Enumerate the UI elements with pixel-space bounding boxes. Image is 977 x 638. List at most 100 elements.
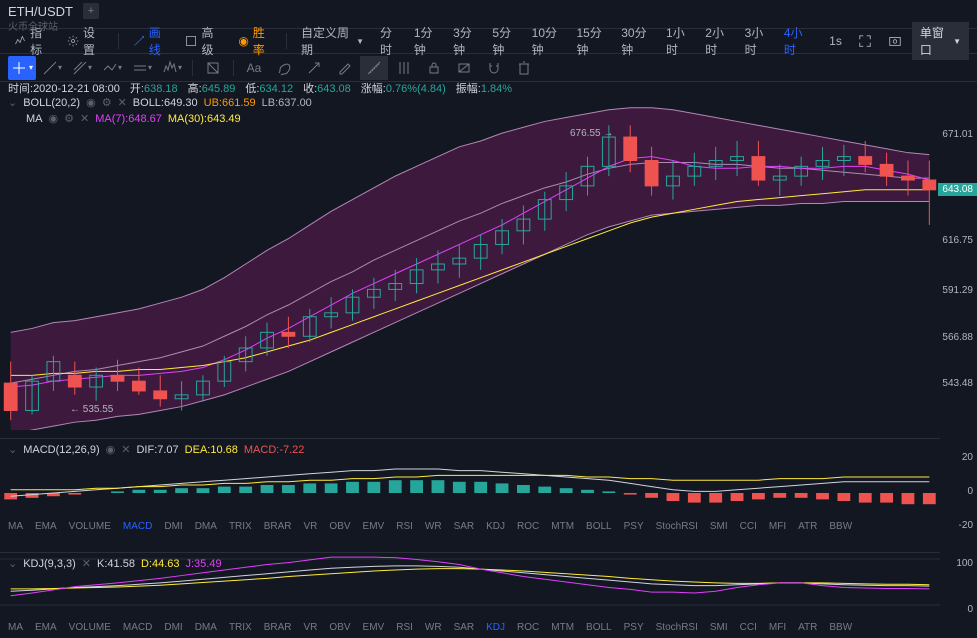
indtab-BOLL[interactable]: BOLL	[586, 521, 612, 532]
indtab-VOLUME[interactable]: VOLUME	[69, 521, 111, 532]
kdj-chart[interactable]: ⌄ KDJ(9,3,3) ✕ K:41.58 D:44.63 J:35.49	[0, 552, 940, 620]
eye-icon[interactable]: ◉	[106, 443, 116, 456]
indtab-KDJ[interactable]: KDJ	[486, 622, 505, 633]
close-icon[interactable]: ✕	[121, 443, 130, 456]
indtab-CCI[interactable]: CCI	[740, 521, 757, 532]
timeframe-3分钟[interactable]: 3分钟	[447, 22, 484, 60]
indtab-SAR[interactable]: SAR	[454, 521, 475, 532]
close-icon[interactable]: ✕	[80, 112, 89, 125]
hline-tool[interactable]: ▾	[128, 56, 156, 80]
indtab-MFI[interactable]: MFI	[769, 622, 786, 633]
timeframe-10分钟[interactable]: 10分钟	[526, 22, 569, 60]
indtab-WR[interactable]: WR	[425, 521, 442, 532]
indtab-PSY[interactable]: PSY	[624, 521, 644, 532]
settings-button[interactable]: 设置	[61, 22, 110, 60]
indtab-BRAR[interactable]: BRAR	[264, 521, 292, 532]
brush-tool[interactable]	[270, 56, 298, 80]
advanced-button[interactable]: 高级	[179, 22, 228, 60]
indtab-SMI[interactable]: SMI	[710, 622, 728, 633]
timeframe-2小时[interactable]: 2小时	[699, 22, 736, 60]
indtab-StochRSI[interactable]: StochRSI	[656, 521, 698, 532]
indtab-SAR[interactable]: SAR	[454, 622, 475, 633]
wave-tool[interactable]: ▾	[158, 56, 186, 80]
indtab-DMA[interactable]: DMA	[195, 521, 217, 532]
pair-symbol[interactable]: ETH/USDT	[8, 4, 73, 19]
delete-tool[interactable]	[510, 56, 538, 80]
indtab-MTM[interactable]: MTM	[551, 622, 574, 633]
polyline-tool[interactable]: ▾	[98, 56, 126, 80]
timeframe-30分钟[interactable]: 30分钟	[615, 22, 658, 60]
indtab-BOLL[interactable]: BOLL	[586, 622, 612, 633]
measure-tool[interactable]	[360, 56, 388, 80]
indtab-SMI[interactable]: SMI	[710, 521, 728, 532]
indtab-ROC[interactable]: ROC	[517, 521, 539, 532]
indtab-DMI[interactable]: DMI	[164, 521, 182, 532]
indtab-MACD[interactable]: MACD	[123, 521, 152, 532]
close-icon[interactable]: ✕	[118, 96, 127, 109]
main-chart[interactable]	[0, 98, 940, 430]
indtab-MTM[interactable]: MTM	[551, 521, 574, 532]
indtab-OBV[interactable]: OBV	[329, 622, 350, 633]
indtab-VOLUME[interactable]: VOLUME	[69, 622, 111, 633]
indtab-KDJ[interactable]: KDJ	[486, 521, 505, 532]
scale-tool[interactable]	[390, 56, 418, 80]
add-pair-button[interactable]: +	[83, 3, 99, 19]
indtab-TRIX[interactable]: TRIX	[229, 622, 252, 633]
one-second-button[interactable]: 1s	[823, 32, 848, 50]
hide-tool[interactable]	[450, 56, 478, 80]
indtab-MACD[interactable]: MACD	[123, 622, 152, 633]
settings-icon[interactable]: ⚙	[102, 96, 112, 109]
indtab-DMI[interactable]: DMI	[164, 622, 182, 633]
collapse-icon[interactable]: ⌄	[8, 557, 17, 570]
winrate-button[interactable]: ◉胜率	[232, 22, 278, 60]
timeframe-分时[interactable]: 分时	[374, 22, 406, 60]
indtab-CCI[interactable]: CCI	[740, 622, 757, 633]
indtab-StochRSI[interactable]: StochRSI	[656, 622, 698, 633]
indtab-EMA[interactable]: EMA	[35, 521, 57, 532]
indtab-TRIX[interactable]: TRIX	[229, 521, 252, 532]
eraser-tool[interactable]	[330, 56, 358, 80]
collapse-icon[interactable]: ⌄	[8, 443, 17, 456]
indtab-ROC[interactable]: ROC	[517, 622, 539, 633]
fullscreen-icon[interactable]	[852, 32, 878, 50]
indtab-MFI[interactable]: MFI	[769, 521, 786, 532]
indtab-WR[interactable]: WR	[425, 622, 442, 633]
indtab-EMV[interactable]: EMV	[363, 622, 385, 633]
eye-icon[interactable]: ◉	[49, 112, 59, 125]
indicator-tabs-macd[interactable]: MAEMAVOLUMEMACDDMIDMATRIXBRARVROBVEMVRSI…	[8, 521, 852, 532]
timeframe-1分钟[interactable]: 1分钟	[408, 22, 445, 60]
drawline-button[interactable]: 画线	[127, 22, 176, 60]
timeframe-4小时[interactable]: 4小时	[778, 22, 815, 60]
trendline-tool[interactable]: ▾	[38, 56, 66, 80]
timeframe-1小时[interactable]: 1小时	[660, 22, 697, 60]
indtab-ATR[interactable]: ATR	[798, 622, 817, 633]
macd-chart[interactable]: ⌄ MACD(12,26,9) ◉ ✕ DIF:7.07 DEA:10.68 M…	[0, 438, 940, 534]
close-icon[interactable]: ✕	[82, 557, 91, 570]
indtab-PSY[interactable]: PSY	[624, 622, 644, 633]
ray-tool[interactable]: ▾	[68, 56, 96, 80]
arrow-tool[interactable]	[300, 56, 328, 80]
lock-tool[interactable]	[420, 56, 448, 80]
indtab-OBV[interactable]: OBV	[329, 521, 350, 532]
custom-period-dropdown[interactable]: 自定义周期 ▼	[295, 22, 370, 60]
indicator-tabs-kdj[interactable]: MAEMAVOLUMEMACDDMIDMATRIXBRARVROBVEMVRSI…	[8, 622, 852, 633]
indtab-BBW[interactable]: BBW	[829, 622, 852, 633]
timeframe-5分钟[interactable]: 5分钟	[486, 22, 523, 60]
indtab-BRAR[interactable]: BRAR	[264, 622, 292, 633]
indtab-ATR[interactable]: ATR	[798, 521, 817, 532]
magnet-tool[interactable]	[480, 56, 508, 80]
indtab-VR[interactable]: VR	[304, 622, 318, 633]
camera-icon[interactable]	[882, 32, 908, 50]
collapse-icon[interactable]: ⌄	[8, 96, 17, 109]
eye-icon[interactable]: ◉	[86, 96, 96, 109]
timeframe-3小时[interactable]: 3小时	[739, 22, 776, 60]
indtab-MA[interactable]: MA	[8, 521, 23, 532]
rect-tool[interactable]	[199, 56, 227, 80]
indtab-MA[interactable]: MA	[8, 622, 23, 633]
viewmode-dropdown[interactable]: 单窗口 ▼	[912, 22, 969, 60]
indtab-DMA[interactable]: DMA	[195, 622, 217, 633]
indtab-EMA[interactable]: EMA	[35, 622, 57, 633]
text-tool[interactable]: Aa	[240, 56, 268, 80]
settings-icon[interactable]: ⚙	[64, 112, 74, 125]
timeframe-15分钟[interactable]: 15分钟	[570, 22, 613, 60]
